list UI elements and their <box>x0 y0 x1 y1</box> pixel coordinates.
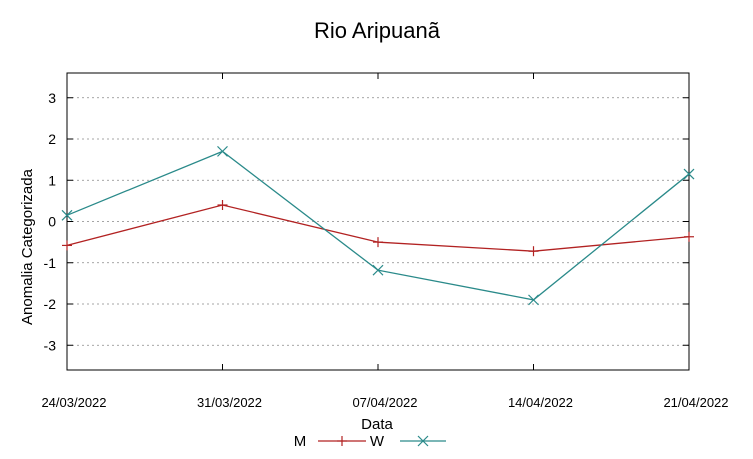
data-point-m <box>528 246 539 257</box>
data-point-m <box>62 240 72 251</box>
data-point-w <box>528 294 539 306</box>
series-layer <box>61 145 695 306</box>
legend-marker-m <box>337 436 347 446</box>
chart-title: Rio Aripuanã <box>314 18 441 43</box>
legend-label-m: M <box>294 433 307 450</box>
y-tick-label: 3 <box>48 90 56 106</box>
data-point-m <box>373 237 383 248</box>
y-tick-label: -2 <box>44 296 57 312</box>
x-tick-label: 31/03/2022 <box>197 395 262 410</box>
x-tick-label: 24/03/2022 <box>41 395 106 410</box>
data-point-w <box>372 264 384 276</box>
series-line-w <box>66 150 690 301</box>
data-point-m <box>217 200 228 210</box>
data-point-w <box>683 168 695 180</box>
data-point-w <box>217 145 228 157</box>
y-axis-label: Anomalia Categorizada <box>19 168 36 325</box>
y-tick-label: -1 <box>44 255 57 271</box>
y-tick-label: 0 <box>48 214 56 230</box>
y-axis: 3 2 1 0 -1 -2 -3 <box>44 90 689 353</box>
grid <box>67 97 689 346</box>
x-tick-label: 14/04/2022 <box>508 395 573 410</box>
data-point-w <box>61 209 73 221</box>
y-tick-label: 2 <box>48 131 56 147</box>
x-tick-label: 21/04/2022 <box>663 395 728 410</box>
data-point-m <box>684 231 694 242</box>
x-axis-label: Data <box>361 416 393 433</box>
legend-marker-w <box>417 435 429 447</box>
y-tick-label: -3 <box>44 337 57 353</box>
x-tick-label: 07/04/2022 <box>352 395 417 410</box>
legend-label-w: W <box>370 433 385 450</box>
y-tick-label: 1 <box>48 172 56 188</box>
x-axis: 24/03/2022 31/03/2022 07/04/2022 14/04/2022… <box>41 73 729 410</box>
